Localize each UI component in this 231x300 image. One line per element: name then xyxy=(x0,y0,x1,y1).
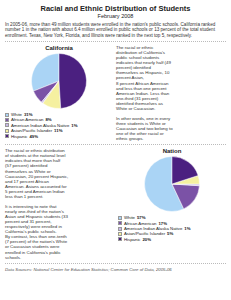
legend-label: Hispanic xyxy=(124,237,140,242)
data-label: 11% xyxy=(54,128,62,133)
legend-label: African American xyxy=(124,221,156,226)
legend-label: American Indian Alaska Native xyxy=(124,226,182,231)
legend-swatch xyxy=(118,232,122,236)
chart-row: California White31%African American8%Amer… xyxy=(5,45,226,141)
legend-entry: American Indian Alaska Native1% xyxy=(5,123,113,128)
page: Racial and Ethnic Distribution of Studen… xyxy=(0,0,231,274)
description: The racial or ethnic distribution of stu… xyxy=(5,148,115,259)
legend-label: White xyxy=(11,112,22,117)
legend-swatch xyxy=(118,221,122,225)
legend-swatch xyxy=(118,237,122,241)
data-label: 1% xyxy=(71,123,77,128)
pie-slice xyxy=(172,157,198,185)
legend-entry: Hispanic49% xyxy=(5,134,113,139)
legend-entry: Asian/Pacific Islander11% xyxy=(5,128,113,133)
legend-entry: White31% xyxy=(5,112,113,117)
pie-panel: California White31%African American8%Amer… xyxy=(5,45,113,139)
data-label: 8% xyxy=(45,117,51,122)
chart-row: The racial or ethnic distribution of stu… xyxy=(5,148,226,259)
description-text: The racial or ethnic distribution of stu… xyxy=(5,148,115,259)
source-text: Data Sources: National Center for Educat… xyxy=(5,267,226,272)
legend-swatch xyxy=(5,113,9,117)
legend-swatch xyxy=(118,227,122,231)
pie xyxy=(30,52,88,110)
data-label: 1% xyxy=(184,226,190,231)
pie-slice xyxy=(43,81,61,109)
legend-swatch xyxy=(5,123,9,127)
legend: White31%African American8%American India… xyxy=(5,112,113,139)
separator xyxy=(5,144,226,145)
chart-title: Nation xyxy=(163,148,182,154)
data-label: 57% xyxy=(137,215,146,220)
legend-swatch xyxy=(5,134,9,138)
legend: White57%African American17%American Indi… xyxy=(118,215,226,242)
legend-label: Asian/Pacific Islander xyxy=(124,231,165,236)
slices xyxy=(32,54,87,109)
pie-slice xyxy=(59,54,87,109)
legend-entry: African American8% xyxy=(5,117,113,122)
legend-swatch xyxy=(118,216,122,220)
legend-entry: African American17% xyxy=(118,221,226,226)
legend-entry: Asian/Pacific Islander5% xyxy=(118,231,226,236)
legend-swatch xyxy=(5,129,9,133)
legend-swatch xyxy=(5,118,9,122)
data-label: 49% xyxy=(29,134,38,139)
data-label: 5% xyxy=(167,231,173,236)
legend-label: American Indian Alaska Native xyxy=(11,123,69,128)
legend-entry: American Indian Alaska Native1% xyxy=(118,226,226,231)
legend-label: White xyxy=(124,215,135,220)
data-label: 31% xyxy=(24,112,33,117)
data-label: 17% xyxy=(158,221,167,226)
legend-label: Asian/Pacific Islander xyxy=(11,128,52,133)
data-label: 20% xyxy=(142,237,151,242)
description: The racial or ethnic distribution of Cal… xyxy=(116,45,226,141)
slices xyxy=(145,157,200,212)
description-text: The racial or ethnic distribution of Cal… xyxy=(116,45,226,141)
intro-text: In 2005-06, more than 49 million student… xyxy=(5,22,226,39)
page-title: Racial and Ethnic Distribution of Studen… xyxy=(5,4,226,13)
separator xyxy=(5,41,226,42)
legend-entry: Hispanic20% xyxy=(118,237,226,242)
legend-label: Hispanic xyxy=(11,134,27,139)
separator xyxy=(5,263,226,264)
pie-slice xyxy=(172,184,200,186)
page-subtitle: February 2008 xyxy=(5,13,226,20)
legend-entry: White57% xyxy=(118,215,226,220)
pie xyxy=(143,155,201,213)
legend-label: African American xyxy=(11,117,43,122)
chart-title: California xyxy=(45,45,73,51)
pie-panel: Nation White57%African American17%America… xyxy=(118,148,226,242)
pie-slice xyxy=(172,184,199,209)
